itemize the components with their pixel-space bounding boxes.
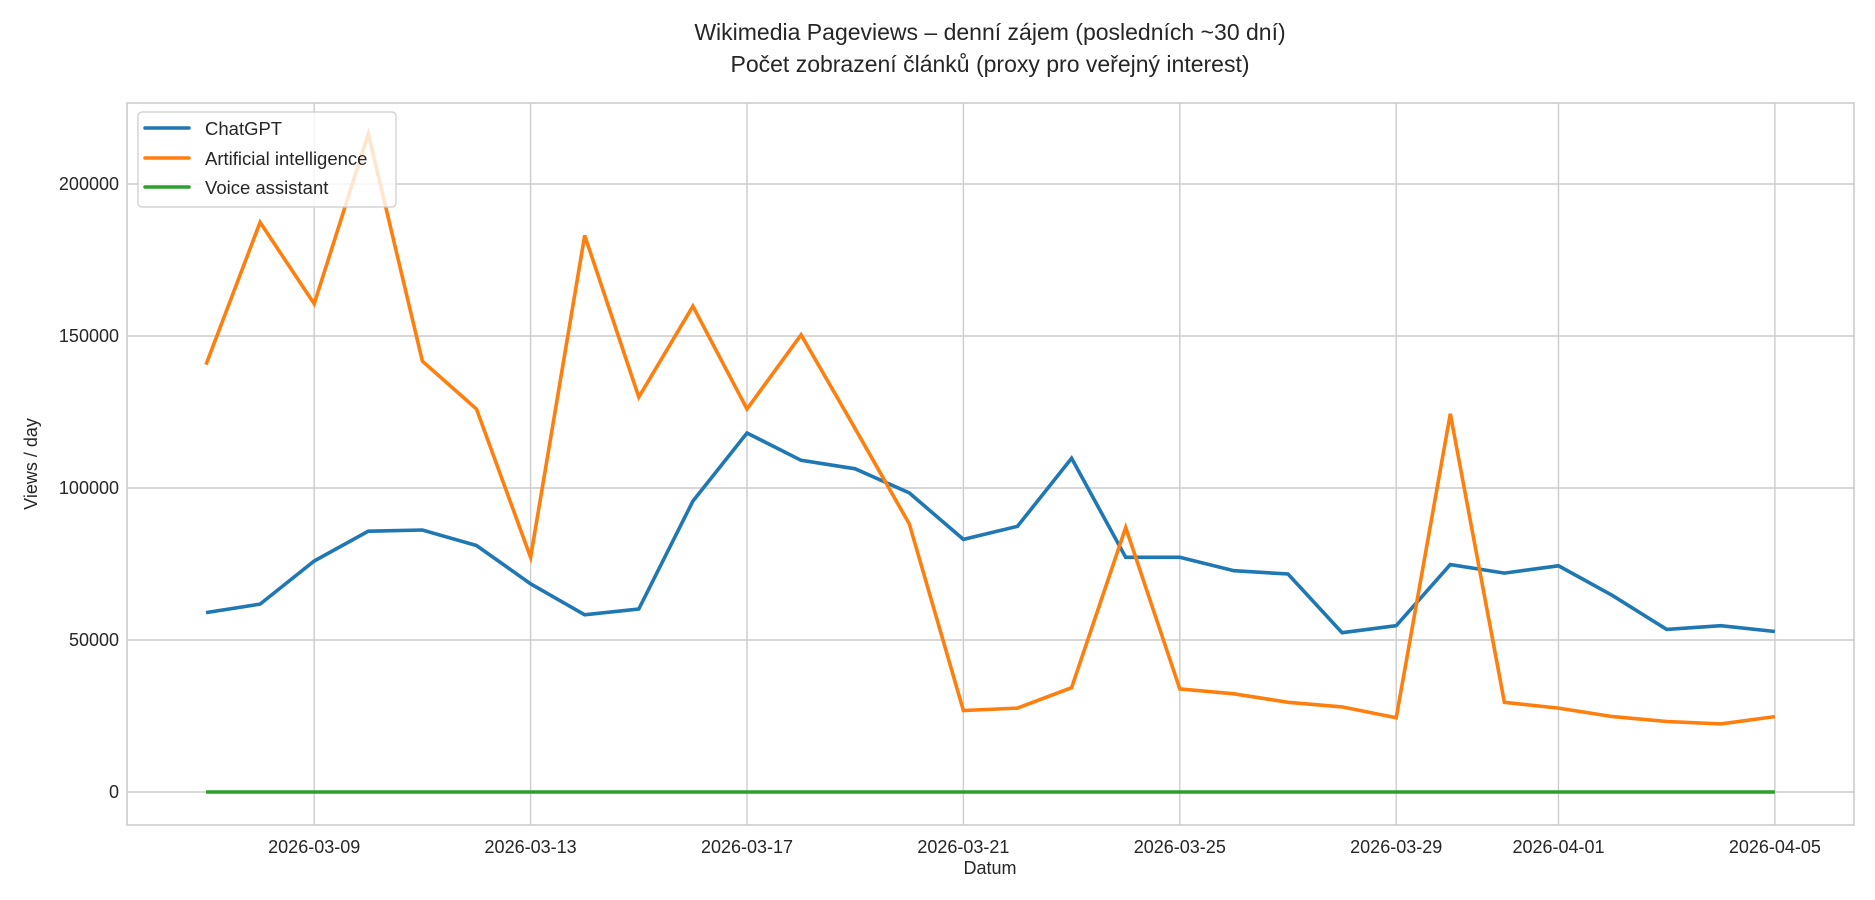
x-tick-label: 2026-03-29	[1350, 837, 1442, 857]
x-tick-label: 2026-03-25	[1134, 837, 1226, 857]
x-axis-ticks: 2026-03-09 2026-03-13 2026-03-17 2026-03-21…	[268, 837, 1821, 857]
x-tick-label: 2026-04-01	[1512, 837, 1604, 857]
axes-frame	[126, 102, 1855, 826]
legend-label-chatgpt: ChatGPT	[205, 118, 282, 139]
y-tick-label: 200000	[59, 174, 119, 194]
chart-subtitle-line: Počet zobrazení článků (proxy pro veřejn…	[730, 51, 1249, 77]
x-tick-label: 2026-03-21	[917, 837, 1009, 857]
legend-item-artificial-intelligence: Artificial intelligence	[143, 148, 367, 169]
chart-title: Wikimedia Pageviews – denní zájem (posle…	[694, 19, 1285, 77]
legend-item-voice-assistant: Voice assistant	[143, 177, 328, 198]
legend-box	[137, 111, 397, 208]
y-tick-label: 100000	[59, 478, 119, 498]
x-tick-label: 2026-03-09	[268, 837, 360, 857]
y-tick-label: 150000	[59, 326, 119, 346]
legend-label-artificial-intelligence: Artificial intelligence	[205, 148, 367, 169]
legend-label-voice-assistant: Voice assistant	[205, 177, 328, 198]
y-tick-label: 0	[109, 782, 119, 802]
series-line-chatgpt	[205, 430, 1776, 635]
y-axis-ticks: 0 50000 100000 150000 200000	[59, 174, 119, 802]
series-line-artificial-intelligence	[204, 127, 1776, 726]
x-axis-label: Datum	[963, 858, 1016, 878]
legend-item-chatgpt: ChatGPT	[143, 118, 282, 139]
legend: ChatGPT Artificial intelligence Voice as…	[137, 111, 397, 208]
x-tick-label: 2026-03-17	[701, 837, 793, 857]
y-axis-label: Views / day	[21, 418, 41, 510]
gridlines	[127, 103, 1854, 825]
y-tick-label: 50000	[69, 630, 119, 650]
plot-lines	[204, 127, 1776, 794]
chart-title-line: Wikimedia Pageviews – denní zájem (posle…	[694, 19, 1285, 45]
x-tick-label: 2026-03-13	[485, 837, 577, 857]
x-tick-label: 2026-04-05	[1729, 837, 1821, 857]
